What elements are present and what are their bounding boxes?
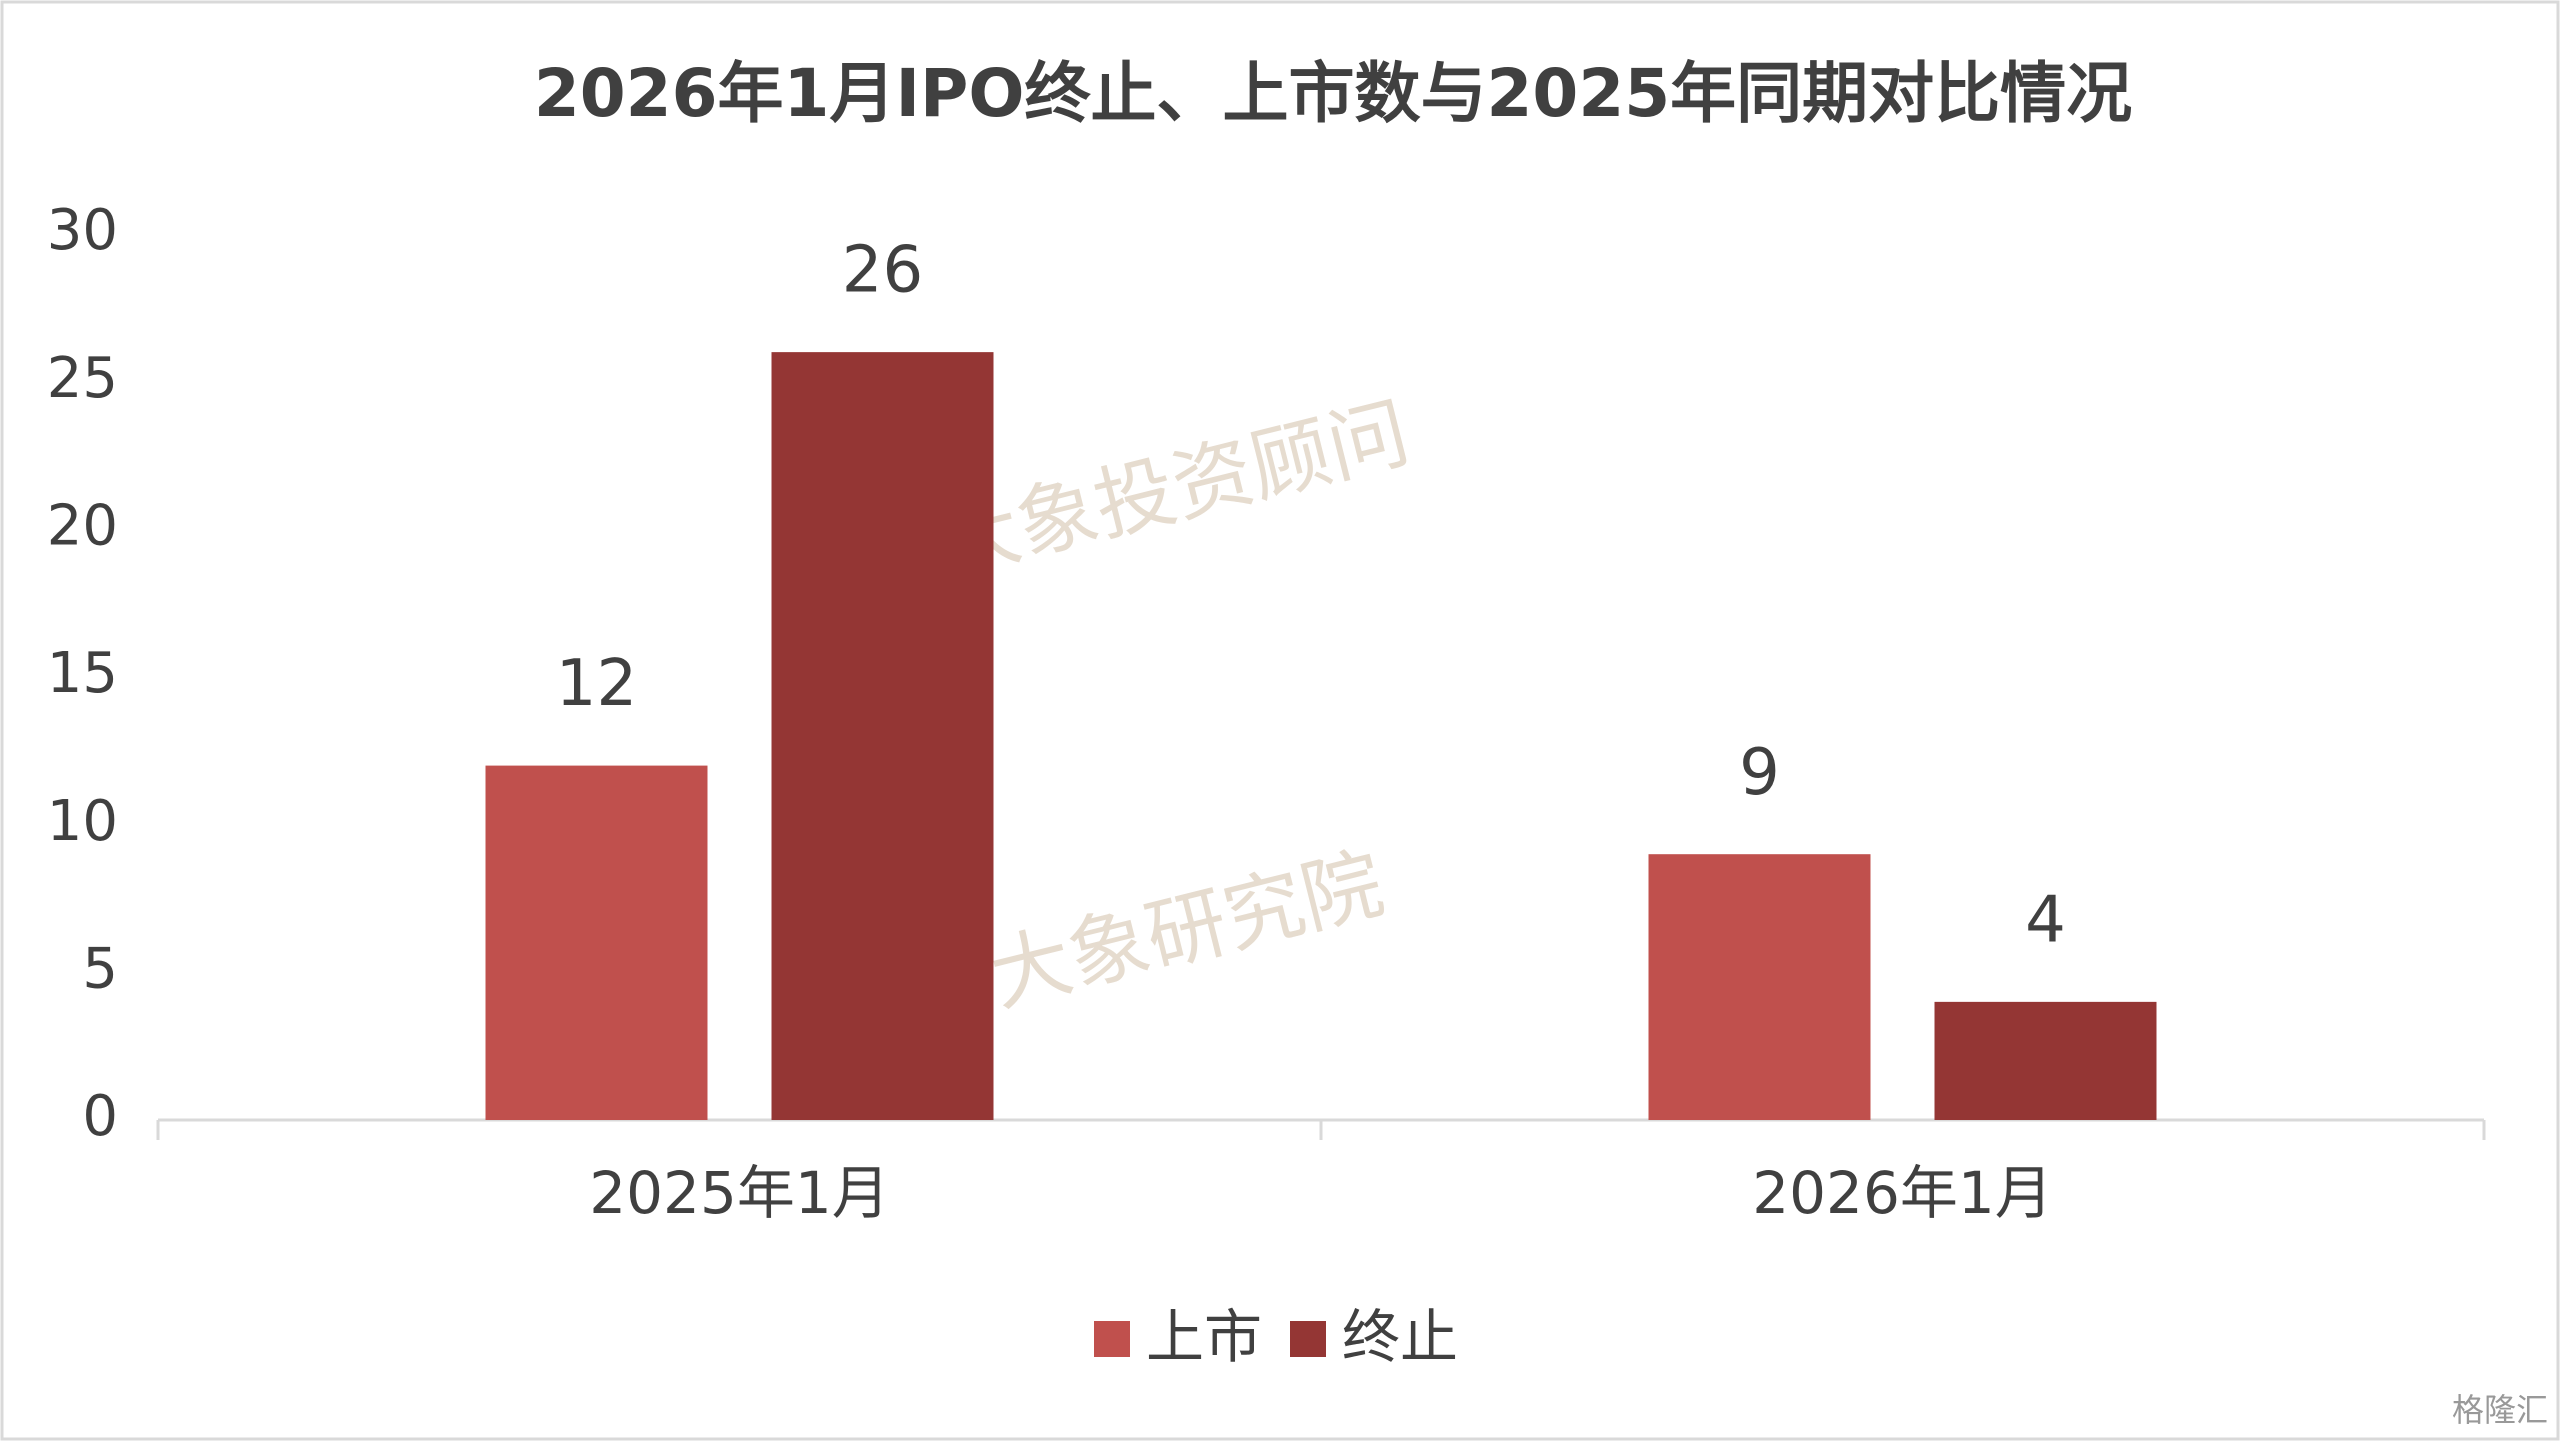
x-tick-label: 2025年1月 (589, 1159, 890, 1227)
legend-label: 上市 (1146, 1303, 1262, 1371)
bar (1648, 854, 1871, 1120)
data-label: 4 (2025, 883, 2066, 957)
data-label: 12 (556, 647, 637, 721)
y-tick-label: 20 (47, 493, 118, 558)
y-tick-label: 5 (82, 936, 118, 1001)
bar (1934, 1001, 2157, 1120)
bar (485, 765, 708, 1120)
data-label: 26 (842, 234, 923, 308)
y-tick-label: 0 (82, 1084, 118, 1149)
legend-label: 终止 (1342, 1303, 1458, 1371)
legend-swatch (1094, 1321, 1130, 1357)
y-tick-label: 30 (47, 198, 118, 263)
y-tick-label: 25 (47, 346, 118, 411)
y-tick-label: 10 (47, 789, 118, 854)
watermark: 格隆汇 (2452, 1391, 2548, 1429)
legend-swatch (1290, 1321, 1326, 1357)
bar (771, 352, 994, 1121)
data-label: 9 (1739, 736, 1780, 810)
y-tick-label: 15 (47, 641, 118, 706)
chart-title: 2026年1月IPO终止、上市数与2025年同期对比情况 (534, 55, 2132, 132)
x-tick-label: 2026年1月 (1752, 1159, 2053, 1227)
